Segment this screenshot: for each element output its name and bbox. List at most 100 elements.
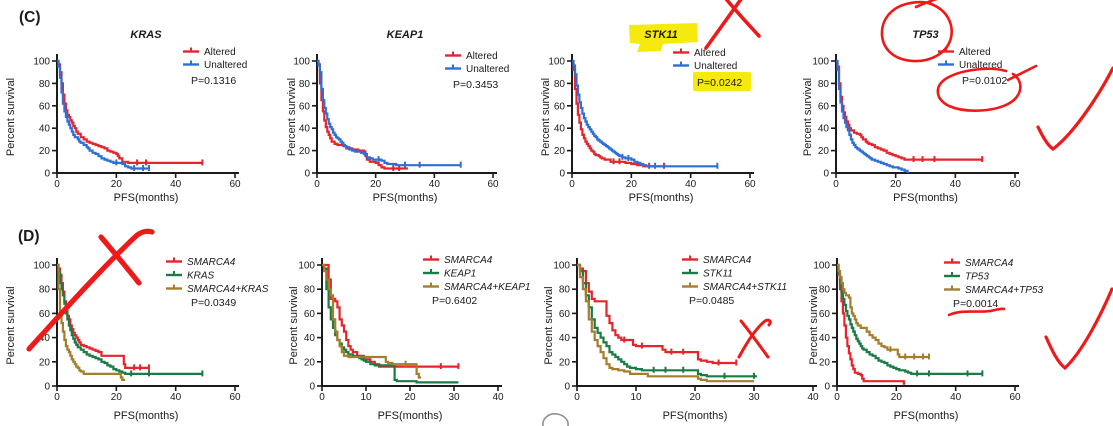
x-mark-beside-panel-d3: [737, 318, 772, 359]
x-tick-label: 20: [111, 179, 123, 190]
circle-tp53-pvalue-stroke: [1006, 64, 1038, 82]
y-tick-label: 20: [304, 357, 316, 368]
legend-label: SMARCA4: [965, 258, 1014, 269]
curve-unaltered: [57, 59, 149, 170]
x-tick-label: 0: [314, 179, 320, 190]
x-mark-above-stk11-stroke: [724, 0, 761, 38]
y-axis-label: Percent survival: [540, 78, 552, 156]
p-value: P=0.0349: [191, 297, 236, 309]
x-tick-label: 60: [487, 179, 499, 190]
highlight-stk11-pvalue: [693, 72, 751, 91]
curve-altered: [57, 59, 203, 164]
x-tick-label: 0: [833, 179, 839, 190]
panel-title: TP53: [912, 29, 938, 41]
y-tick-label: 60: [299, 101, 311, 112]
y-axis-label: Percent survival: [802, 78, 814, 156]
legend-label: Altered: [466, 51, 498, 62]
legend-label: SMARCA4+KRAS: [187, 284, 269, 295]
y-tick-label: 20: [39, 146, 51, 157]
y-tick-label: 60: [304, 309, 316, 320]
y-axis-label: Percent survival: [286, 78, 298, 156]
y-axis-label: Percent survival: [543, 286, 555, 364]
circle-tp53-title: [880, 0, 953, 63]
y-axis-label: Percent survival: [808, 286, 820, 364]
y-tick-label: 80: [819, 285, 831, 296]
y-tick-label: 40: [554, 124, 566, 135]
axes: [321, 258, 502, 387]
panel-c-label: (C): [19, 9, 41, 26]
legend-label: Altered: [694, 48, 726, 59]
x-tick-label: 40: [492, 392, 504, 403]
y-tick-label: 0: [559, 169, 565, 180]
y-tick-label: 40: [559, 333, 571, 344]
x-tick-label: 0: [569, 179, 575, 190]
y-tick-label: 100: [293, 57, 310, 68]
y-tick-label: 100: [548, 57, 565, 68]
x-tick-label: 40: [950, 392, 962, 403]
y-tick-label: 100: [553, 261, 570, 272]
x-tick-label: 60: [1009, 179, 1021, 190]
x-tick-label: 60: [229, 392, 241, 403]
circle-tp53-pvalue-stroke: [936, 67, 1022, 112]
x-tick-label: 20: [111, 392, 123, 403]
x-tick-label: 10: [630, 392, 642, 403]
curve-tp53: [837, 263, 983, 375]
curve-unaltered: [572, 59, 718, 168]
checkmark-row-d-stroke: [1044, 287, 1113, 371]
axes: [835, 54, 1019, 174]
panel-d-kras: 0 20 40 60 80 100 0 20 40 60 PFS(months) Percent su…: [5, 257, 269, 422]
legend-label: SMARCA4+TP53: [965, 285, 1044, 296]
legend-label: Unaltered: [959, 60, 1002, 71]
x-mark-over-panel-d1-stroke: [98, 234, 142, 286]
legend-label: SMARCA4: [444, 255, 493, 266]
x-tick-label: 40: [170, 392, 182, 403]
circle-tp53-title-stroke: [914, 0, 938, 9]
panel-d-tp53: 0 20 40 60 80 100 0 20 40 60 PFS(months) Percent su…: [808, 258, 1044, 422]
curve-smarca4: [837, 263, 906, 385]
x-axis-label: PFS(months): [114, 410, 179, 422]
x-mark-over-panel-d1: [26, 228, 155, 352]
x-tick-label: 0: [574, 392, 580, 403]
p-value: P=0.0102: [962, 75, 1007, 87]
panel-c-stk11: 0 20 40 60 80 100 0 20 40 60 PFS(months) Percent su…: [540, 23, 756, 204]
y-tick-label: 100: [33, 57, 50, 68]
legend-label: KEAP1: [444, 269, 476, 280]
x-tick-label: 60: [1009, 392, 1021, 403]
x-tick-label: 0: [54, 179, 60, 190]
curve-smarca4: [322, 263, 459, 368]
partial-circle-bottom-stroke: [542, 413, 569, 426]
x-axis-label: PFS(months): [629, 192, 694, 204]
x-axis-label: PFS(months): [663, 410, 728, 422]
x-tick-label: 10: [360, 392, 372, 403]
x-tick-label: 40: [429, 179, 441, 190]
x-mark-above-stk11-stroke: [704, 0, 743, 50]
y-tick-label: 20: [39, 357, 51, 368]
legend-label: SMARCA4+KEAP1: [444, 282, 530, 293]
y-tick-label: 100: [813, 261, 830, 272]
y-tick-label: 100: [33, 261, 50, 272]
underline-d4-pvalue: [947, 307, 1006, 317]
y-tick-label: 20: [299, 146, 311, 157]
circle-tp53-pvalue: [936, 64, 1038, 112]
checkmark-row-d: [1044, 287, 1113, 371]
y-tick-label: 100: [298, 261, 315, 272]
x-tick-label: 60: [744, 179, 756, 190]
y-tick-label: 0: [309, 382, 315, 393]
y-tick-label: 80: [818, 79, 830, 90]
y-tick-label: 100: [812, 57, 829, 68]
panel-title: KEAP1: [387, 29, 424, 41]
y-tick-label: 80: [559, 285, 571, 296]
axes: [571, 54, 754, 174]
x-tick-label: 40: [950, 179, 962, 190]
curve-smarca4: [577, 263, 737, 365]
y-tick-label: 60: [39, 101, 51, 112]
x-axis-label: PFS(months): [378, 410, 443, 422]
y-tick-label: 80: [299, 79, 311, 90]
y-tick-label: 40: [39, 333, 51, 344]
curve-smarca4-tp53: [837, 263, 929, 359]
y-tick-label: 40: [819, 333, 831, 344]
legend-label: Unaltered: [466, 64, 509, 75]
y-tick-label: 60: [819, 309, 831, 320]
y-tick-label: 20: [819, 357, 831, 368]
